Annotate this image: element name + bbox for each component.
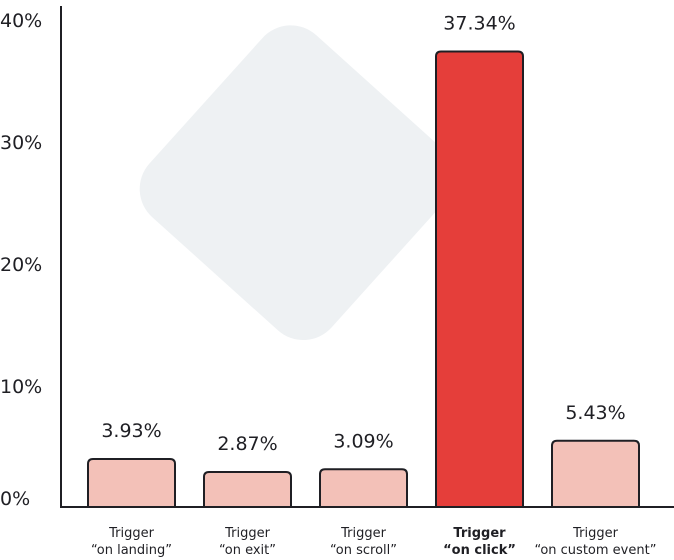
category-label-line1: Trigger: [453, 526, 506, 541]
y-tick-label: 40%: [0, 10, 42, 32]
y-tick-labels: 0% 10% 20% 30% 40%: [0, 10, 42, 510]
category-label-line2: “on click”: [443, 543, 516, 558]
bar: [319, 468, 408, 508]
category-label-line1: Trigger: [340, 526, 386, 541]
value-labels: 3.93% 2.87% 3.09% 37.34% 5.43%: [101, 12, 625, 455]
category-label-line1: Trigger: [224, 526, 270, 541]
value-label: 2.87%: [217, 433, 277, 455]
value-label: 37.34%: [443, 12, 515, 34]
category-labels: Trigger “on landing” Trigger “on exit” Trigg…: [91, 526, 656, 558]
y-tick-label: 20%: [0, 254, 42, 276]
value-label: 5.43%: [565, 402, 625, 424]
value-label: 3.09%: [333, 430, 393, 452]
category-label-line2: “on exit”: [219, 543, 276, 558]
value-label: 3.93%: [101, 420, 161, 442]
bar: [551, 439, 640, 508]
category-label-line1: Trigger: [572, 526, 618, 541]
category-label-line1: Trigger: [108, 526, 154, 541]
bar: [435, 50, 524, 508]
y-tick-label: 0%: [0, 488, 30, 510]
y-tick-label: 30%: [0, 132, 42, 154]
bars-layer: [87, 50, 640, 508]
category-label-line2: “on landing”: [91, 543, 172, 558]
category-label-line2: “on scroll”: [330, 543, 397, 558]
category-label-line2: “on custom event”: [535, 543, 657, 558]
bar: [203, 470, 292, 508]
bar: [87, 458, 176, 508]
y-tick-label: 10%: [0, 376, 42, 398]
background-diamond-shape: [139, 25, 455, 341]
